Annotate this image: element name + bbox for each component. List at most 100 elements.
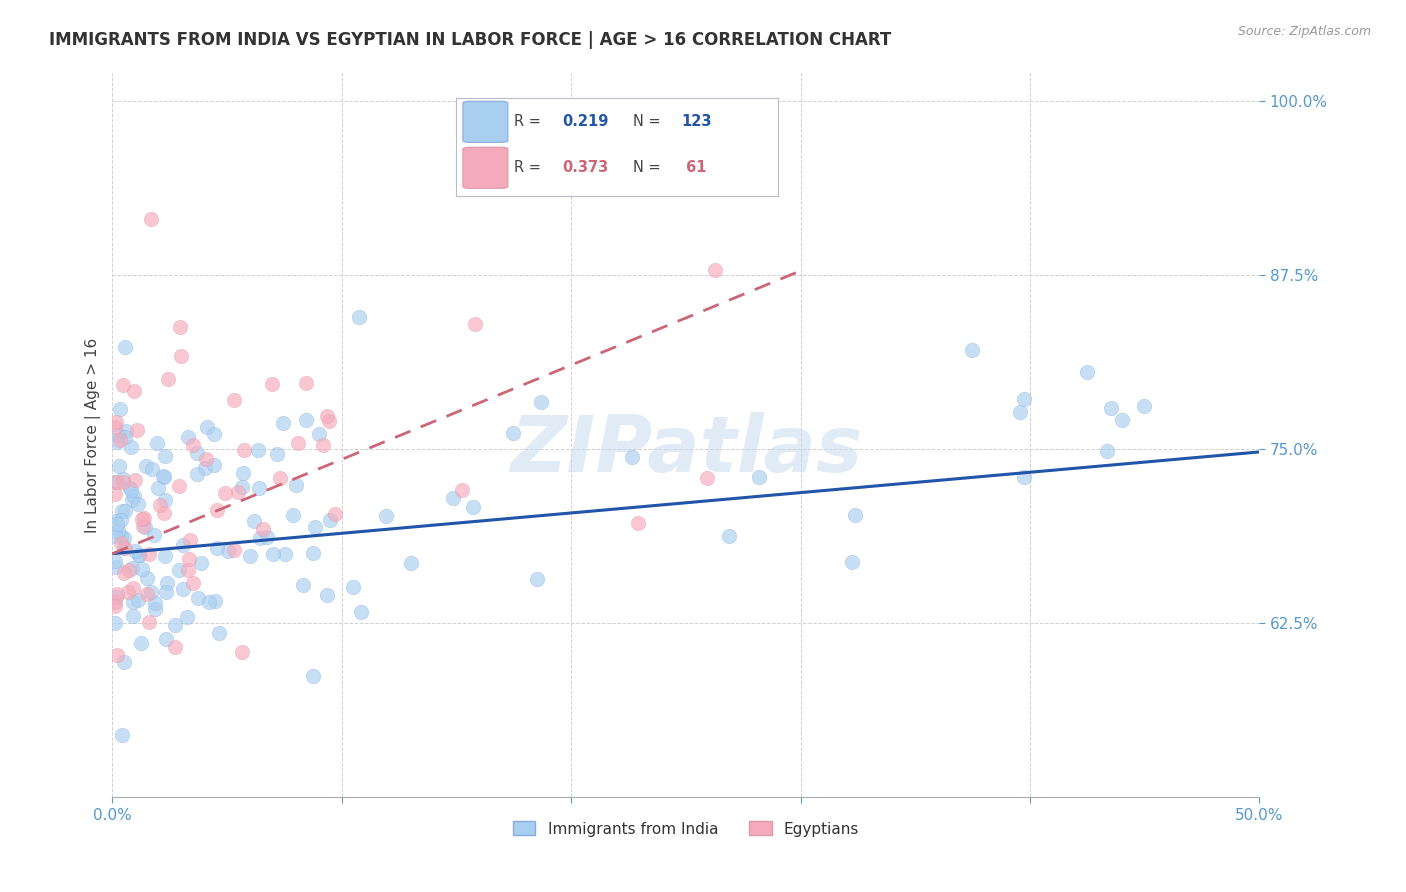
Point bbox=[153, 492, 176, 507]
Point bbox=[217, 544, 239, 558]
Point bbox=[169, 320, 191, 334]
Point bbox=[177, 430, 200, 444]
Point bbox=[146, 481, 169, 495]
Point bbox=[302, 668, 325, 682]
Point bbox=[502, 425, 524, 440]
Point bbox=[526, 572, 548, 586]
Point bbox=[226, 484, 249, 499]
Point bbox=[120, 483, 142, 497]
Point bbox=[136, 571, 159, 585]
Point bbox=[1012, 392, 1035, 407]
Point bbox=[117, 585, 139, 599]
Point bbox=[464, 317, 486, 331]
Point bbox=[1008, 404, 1031, 418]
Point bbox=[152, 468, 174, 483]
Point bbox=[112, 655, 135, 669]
Point bbox=[1099, 401, 1122, 416]
Point bbox=[620, 450, 643, 464]
Point bbox=[107, 428, 129, 442]
Point bbox=[247, 442, 270, 457]
Point bbox=[111, 504, 134, 518]
Point bbox=[124, 473, 146, 487]
Point bbox=[1076, 365, 1098, 379]
Point bbox=[143, 601, 166, 615]
Point bbox=[104, 554, 127, 568]
Point bbox=[115, 425, 138, 439]
Point bbox=[232, 467, 254, 481]
Point bbox=[127, 497, 149, 511]
Point bbox=[1097, 443, 1119, 458]
Point bbox=[256, 530, 278, 544]
Point bbox=[186, 467, 208, 482]
Point bbox=[1012, 470, 1035, 484]
Y-axis label: In Labor Force | Age > 16: In Labor Force | Age > 16 bbox=[86, 337, 101, 533]
Point bbox=[844, 508, 866, 523]
Point bbox=[271, 416, 294, 430]
Point bbox=[186, 446, 208, 460]
Point bbox=[202, 458, 225, 472]
Point bbox=[157, 372, 180, 386]
Point bbox=[107, 524, 129, 538]
Point bbox=[122, 595, 145, 609]
Point bbox=[105, 648, 128, 662]
Point bbox=[138, 547, 160, 561]
Point bbox=[128, 548, 150, 562]
Point bbox=[141, 462, 163, 476]
Point bbox=[112, 378, 135, 392]
Point bbox=[141, 585, 163, 599]
Point bbox=[195, 420, 218, 434]
Point bbox=[108, 402, 131, 417]
Point bbox=[170, 349, 193, 363]
Text: Source: ZipAtlas.com: Source: ZipAtlas.com bbox=[1237, 25, 1371, 38]
Point bbox=[104, 599, 127, 614]
Point bbox=[316, 589, 339, 603]
Point bbox=[153, 449, 176, 463]
Point bbox=[172, 582, 194, 596]
Point bbox=[131, 562, 153, 576]
Point bbox=[262, 547, 284, 561]
Point bbox=[135, 458, 157, 473]
Point bbox=[142, 528, 165, 542]
Point bbox=[105, 435, 128, 450]
Point bbox=[105, 415, 128, 429]
Point bbox=[239, 549, 262, 563]
Point bbox=[281, 508, 304, 522]
Point bbox=[181, 438, 204, 452]
Point bbox=[190, 556, 212, 570]
Point bbox=[207, 541, 229, 556]
Point bbox=[285, 478, 308, 492]
Point bbox=[128, 548, 150, 562]
Point bbox=[231, 480, 253, 494]
Point bbox=[841, 555, 863, 569]
Point bbox=[122, 609, 145, 624]
Point bbox=[342, 580, 364, 594]
Point bbox=[146, 436, 169, 450]
Point bbox=[249, 531, 271, 545]
Point bbox=[319, 513, 342, 527]
Point bbox=[323, 507, 346, 521]
Point bbox=[176, 610, 198, 624]
Point bbox=[222, 542, 245, 557]
Point bbox=[149, 498, 172, 512]
Point bbox=[350, 605, 373, 619]
Point bbox=[112, 475, 135, 489]
Point bbox=[132, 518, 155, 533]
Point bbox=[129, 636, 152, 650]
Point bbox=[399, 556, 422, 570]
Point bbox=[222, 393, 245, 408]
Point bbox=[304, 520, 326, 534]
Point bbox=[110, 536, 132, 550]
Point bbox=[122, 582, 145, 596]
Point bbox=[139, 212, 162, 227]
Point bbox=[114, 504, 136, 518]
Point bbox=[110, 529, 132, 543]
Point bbox=[118, 481, 141, 495]
Point bbox=[962, 343, 984, 358]
Point bbox=[232, 443, 254, 458]
Point bbox=[441, 491, 464, 505]
Point bbox=[105, 590, 128, 604]
Point bbox=[295, 376, 318, 390]
Point bbox=[125, 423, 148, 437]
Point bbox=[105, 475, 128, 490]
Point bbox=[124, 544, 146, 558]
